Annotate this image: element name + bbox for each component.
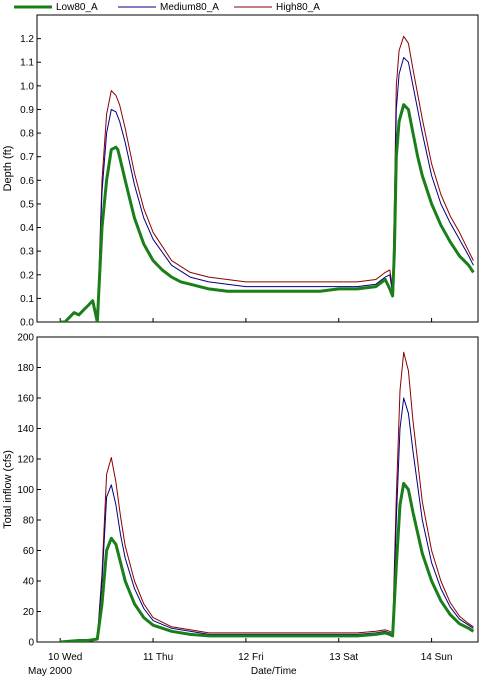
y-tick-label: 0.6 bbox=[20, 176, 34, 187]
x-axis: 10 Wed 11 Thu 12 Fri 13 Sat 14 Sun May 2000 Da… bbox=[28, 652, 452, 677]
x-axis-sublabel: May 2000 bbox=[28, 666, 72, 677]
series-line-low80_a bbox=[60, 103, 475, 322]
y-tick-label: 80 bbox=[23, 516, 35, 527]
y-tick-label: 20 bbox=[23, 607, 35, 618]
x-tick-label: 10 Wed bbox=[48, 652, 82, 663]
y-tick-label: 100 bbox=[17, 485, 34, 496]
y-tick-label: 1.0 bbox=[20, 81, 34, 92]
plot-frame bbox=[36, 14, 479, 323]
legend: Low80_A Medium80_A High80_A bbox=[14, 2, 320, 13]
y-tick-label: 0.9 bbox=[20, 105, 34, 116]
legend-label-high80_a: High80_A bbox=[276, 2, 320, 13]
y-tick-label: 0.2 bbox=[20, 270, 34, 281]
y-tick-label: 0.0 bbox=[20, 318, 34, 329]
x-axis-label: Date/Time bbox=[251, 666, 297, 677]
y-tick-label: 1.1 bbox=[20, 58, 34, 69]
series-line-medium80_a bbox=[96, 397, 474, 640]
y-tick-label: 0.1 bbox=[20, 294, 34, 305]
series-line-high80_a bbox=[96, 35, 474, 322]
y-tick-label: 0.7 bbox=[20, 152, 34, 163]
y-axis-label: Total inflow (cfs) bbox=[2, 450, 14, 529]
y-tick-label: 0.8 bbox=[20, 129, 34, 140]
y-tick-label: 0 bbox=[28, 638, 34, 649]
y-axis-label: Depth (ft) bbox=[2, 146, 14, 192]
series-line-high80_a bbox=[96, 351, 474, 640]
y-tick-label: 0.5 bbox=[20, 199, 34, 210]
y-tick-label: 60 bbox=[23, 546, 35, 557]
y-tick-label: 120 bbox=[17, 455, 34, 466]
y-tick-label: 200 bbox=[17, 333, 34, 344]
x-tick-label: 11 Thu bbox=[143, 652, 173, 663]
x-tick-label: 14 Sun bbox=[421, 652, 453, 663]
y-tick-label: 0.3 bbox=[20, 247, 34, 258]
series-line-low80_a bbox=[60, 481, 475, 642]
y-tick-label: 40 bbox=[23, 577, 35, 588]
legend-label-medium80_a: Medium80_A bbox=[160, 2, 219, 13]
inflow-panel: 0 20 40 60 80 100 120 140 160 180 200 Total inflow … bbox=[2, 333, 479, 649]
series-line-medium80_a bbox=[96, 57, 474, 322]
y-tick-label: 140 bbox=[17, 424, 34, 435]
y-tick-label: 160 bbox=[17, 394, 34, 405]
x-tick-label: 12 Fri bbox=[238, 652, 264, 663]
depth-panel: 0.0 0.1 0.2 0.3 0.4 0.5 0.6 0.7 0.8 0.9 1.0 1.1 1.2 D… bbox=[2, 14, 479, 329]
y-tick-label: 0.4 bbox=[20, 223, 34, 234]
y-tick-label: 180 bbox=[17, 363, 34, 374]
legend-label-low80_a: Low80_A bbox=[56, 2, 98, 13]
y-tick-label: 1.2 bbox=[20, 34, 34, 45]
x-tick-label: 13 Sat bbox=[329, 652, 358, 663]
